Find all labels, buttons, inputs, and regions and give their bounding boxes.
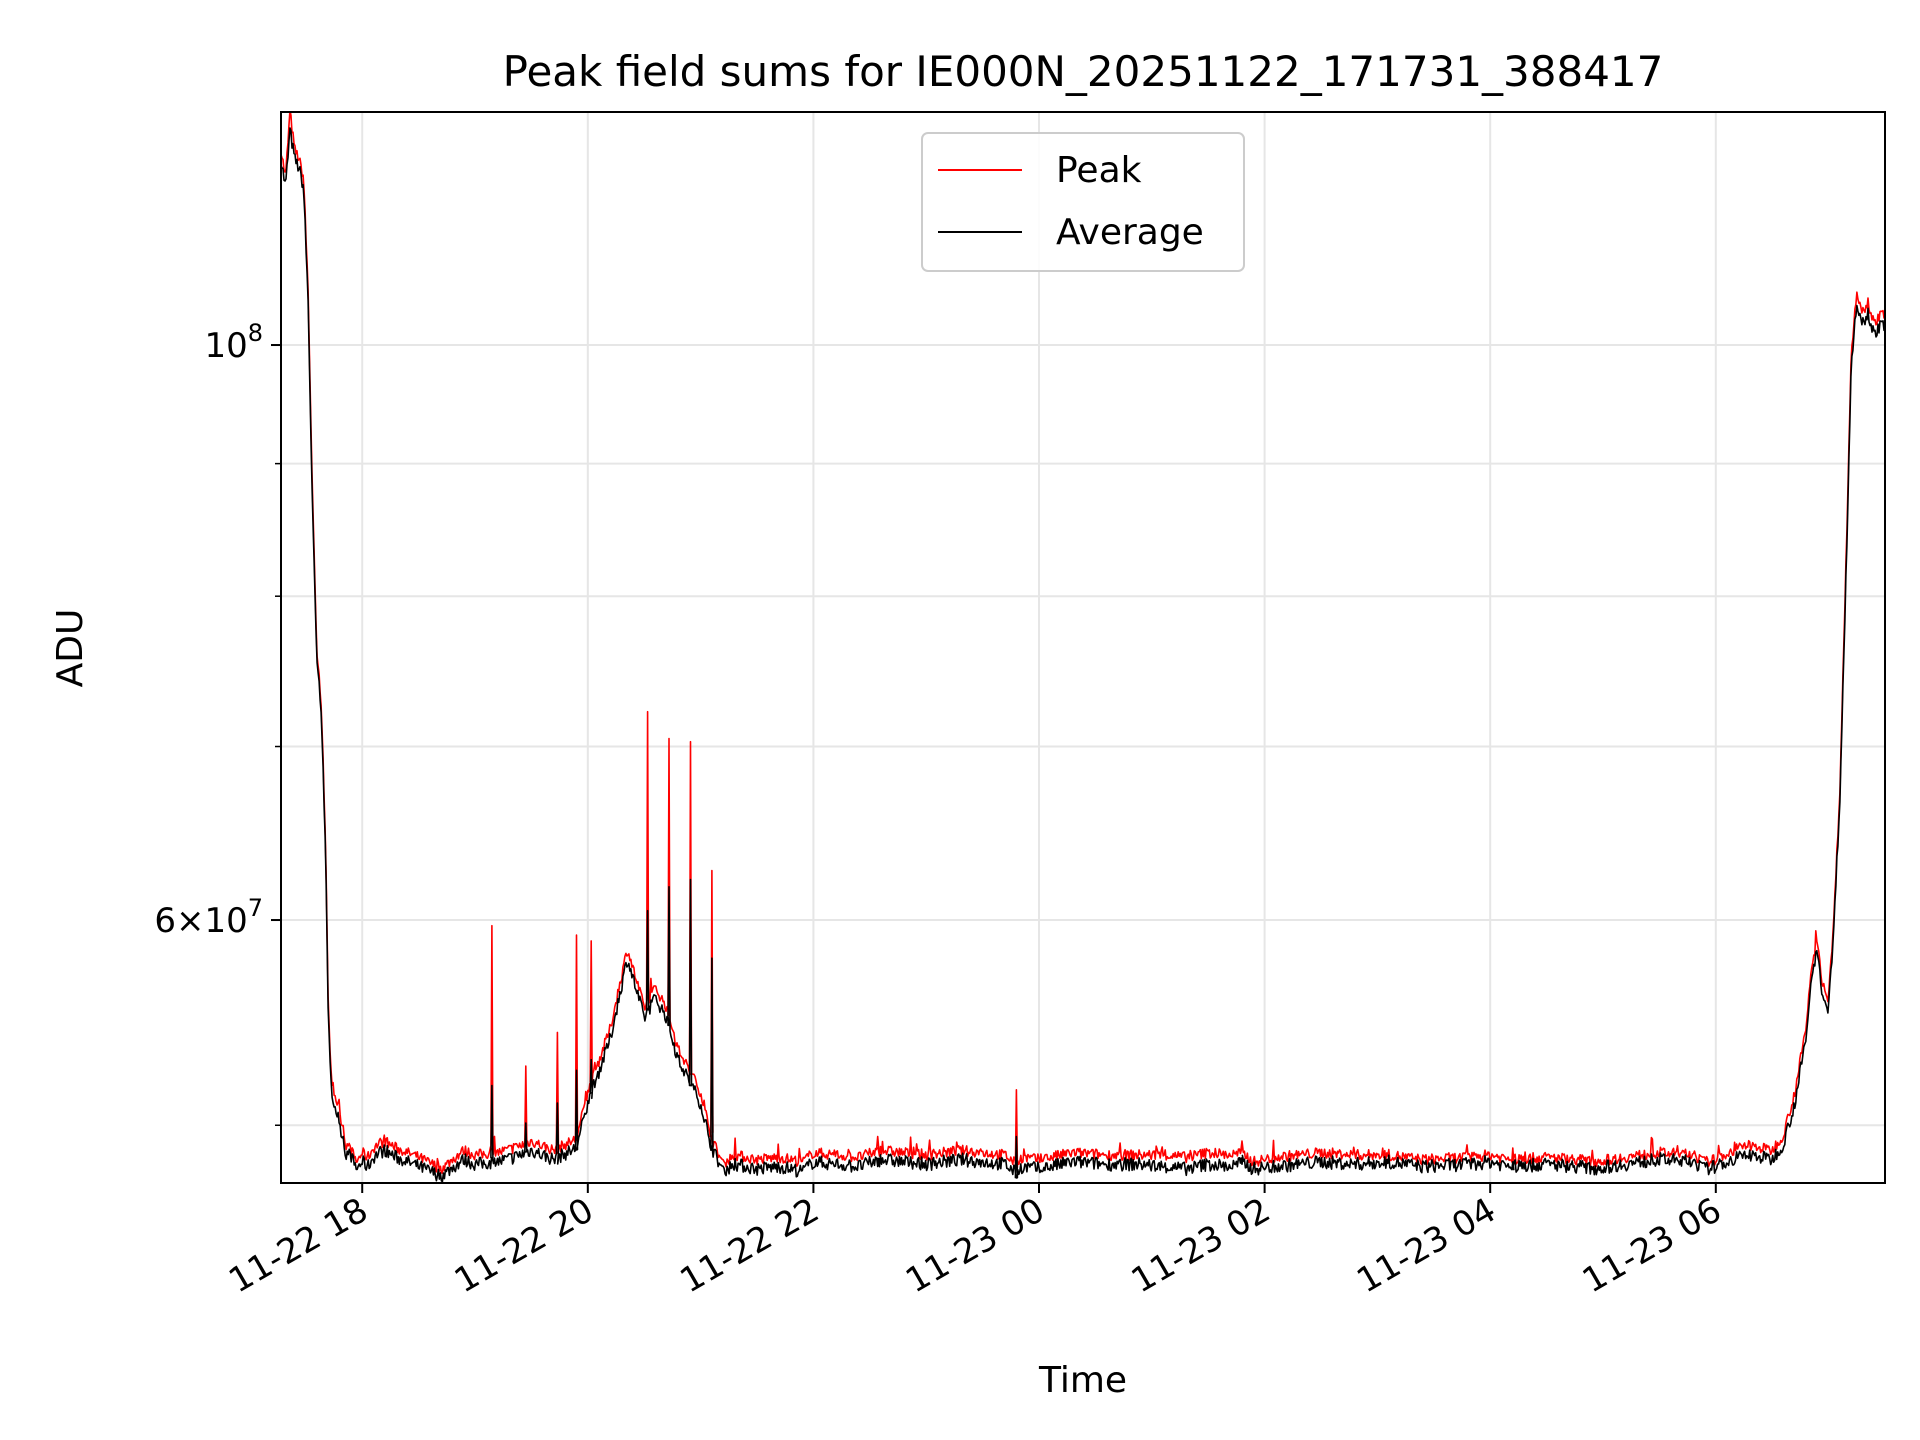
legend-label-average: Average	[1056, 212, 1204, 253]
y-tick-mantissa: 6	[154, 901, 176, 941]
y-tick-label: 6×107	[154, 894, 263, 941]
x-axis-label: Time	[1038, 1360, 1127, 1401]
y-axis-label: ADU	[50, 609, 91, 688]
y-tick-base: 10	[204, 901, 247, 941]
series-group	[281, 112, 1885, 1183]
y-tick-exponent: 7	[248, 894, 263, 922]
plot-frame	[280, 111, 1886, 1184]
chart-title: Peak field sums for IE000N_20251122_1717…	[503, 47, 1664, 96]
legend-frame	[921, 132, 1245, 272]
legend-label-peak: Peak	[1056, 150, 1142, 191]
y-tick-label: 108	[204, 319, 263, 366]
legend: Peak Average	[921, 132, 1245, 272]
y-tick-exponent: 8	[248, 319, 263, 347]
series-line-peak	[281, 112, 1885, 1174]
y-tick-times: ×	[176, 901, 205, 941]
grid	[281, 112, 1885, 1183]
y-tick-base: 10	[204, 326, 247, 366]
series-line-average	[281, 127, 1885, 1183]
